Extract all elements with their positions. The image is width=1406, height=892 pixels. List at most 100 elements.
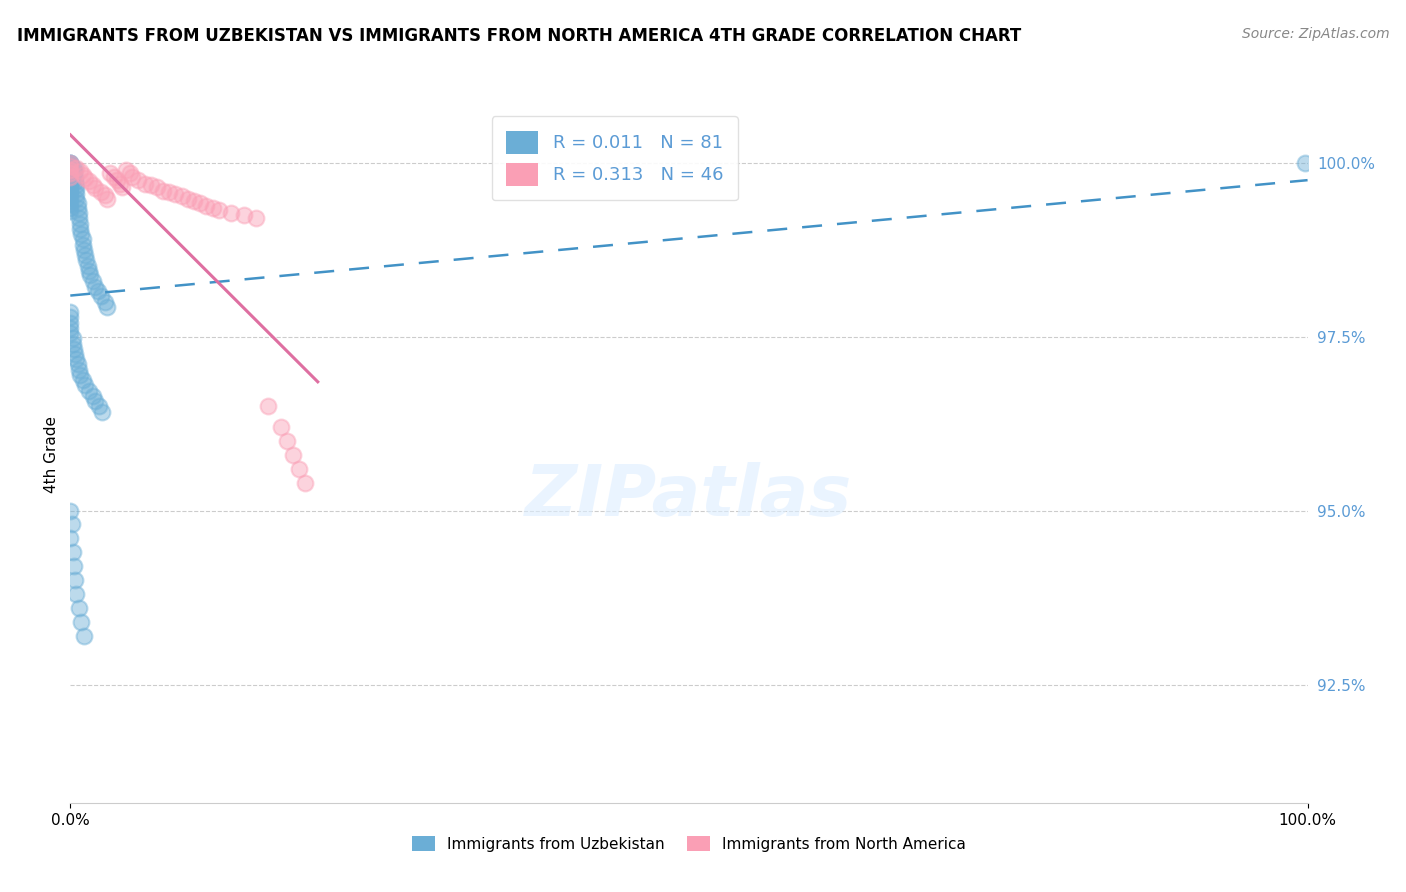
Point (127, 173, 149, 187)
Point (288, 462, 311, 476)
Point (75, 253, 97, 268)
Point (59, 532, 82, 546)
Point (65, 171, 87, 186)
Point (90, 289, 112, 303)
Point (59, 194, 82, 208)
Point (59, 159, 82, 173)
Point (146, 180, 169, 194)
Point (76, 259, 98, 273)
Point (245, 211, 267, 225)
Point (91, 405, 114, 419)
Text: IMMIGRANTS FROM UZBEKISTAN VS IMMIGRANTS FROM NORTH AMERICA 4TH GRADE CORRELATIO: IMMIGRANTS FROM UZBEKISTAN VS IMMIGRANTS… (17, 27, 1021, 45)
Point (177, 192, 200, 206)
Point (67, 211, 90, 226)
Point (59, 503, 82, 517)
Point (65, 347, 87, 361)
Point (195, 199, 218, 213)
Point (59, 305, 82, 319)
Point (70, 615, 93, 629)
Point (281, 448, 304, 462)
Point (77, 384, 100, 398)
Point (84, 181, 107, 195)
Point (115, 162, 138, 177)
Point (70, 227, 93, 241)
Point (103, 169, 125, 184)
Point (66, 196, 89, 211)
Point (82, 274, 104, 288)
Point (59, 310, 82, 325)
Point (157, 185, 180, 199)
Point (73, 243, 96, 257)
Point (62, 545, 84, 559)
Point (270, 420, 292, 434)
Point (66, 201, 89, 215)
Point (69, 164, 91, 178)
Point (65, 178, 87, 192)
Point (67, 206, 90, 220)
Point (294, 475, 316, 490)
Point (73, 629, 96, 643)
Point (82, 389, 104, 403)
Point (139, 178, 162, 192)
Point (59, 162, 82, 177)
Point (121, 169, 143, 184)
Point (65, 573, 87, 587)
Point (63, 164, 86, 178)
Point (65, 351, 87, 366)
Point (77, 174, 100, 188)
Point (63, 161, 86, 176)
Point (84, 393, 107, 408)
Point (59, 326, 82, 341)
Point (152, 184, 174, 198)
Point (59, 180, 82, 194)
Point (75, 247, 97, 261)
Point (232, 208, 254, 222)
Point (134, 177, 156, 191)
Point (72, 237, 94, 252)
Point (170, 189, 193, 203)
Point (65, 187, 87, 202)
Point (257, 399, 280, 413)
Point (59, 162, 82, 177)
Point (201, 201, 224, 215)
Point (96, 300, 118, 314)
Point (59, 162, 82, 177)
Point (118, 166, 141, 180)
Point (75, 378, 97, 392)
Point (77, 263, 100, 277)
Point (59, 204, 82, 219)
Point (66, 358, 89, 372)
Point (59, 177, 82, 191)
Point (59, 155, 82, 169)
Point (59, 159, 82, 173)
Point (59, 155, 82, 169)
Point (188, 196, 211, 211)
Point (63, 342, 86, 356)
Point (59, 321, 82, 335)
Point (59, 190, 82, 204)
Point (65, 587, 87, 601)
Point (69, 221, 91, 235)
Point (87, 399, 110, 413)
Point (79, 268, 101, 283)
Point (59, 169, 82, 184)
Y-axis label: 4th Grade: 4th Grade (44, 417, 59, 493)
Point (65, 161, 87, 175)
Point (59, 166, 82, 180)
Point (59, 201, 82, 215)
Point (59, 187, 82, 202)
Point (111, 180, 134, 194)
Point (59, 155, 82, 169)
Legend: Immigrants from Uzbekistan, Immigrants from North America: Immigrants from Uzbekistan, Immigrants f… (405, 830, 973, 858)
Point (82, 178, 104, 192)
Point (67, 363, 90, 377)
Point (62, 336, 84, 351)
Point (59, 155, 82, 169)
Text: Source: ZipAtlas.com: Source: ZipAtlas.com (1241, 27, 1389, 41)
Point (276, 434, 298, 448)
Point (69, 217, 91, 231)
Point (219, 206, 242, 220)
Point (108, 177, 131, 191)
Point (69, 368, 91, 382)
Point (59, 316, 82, 330)
